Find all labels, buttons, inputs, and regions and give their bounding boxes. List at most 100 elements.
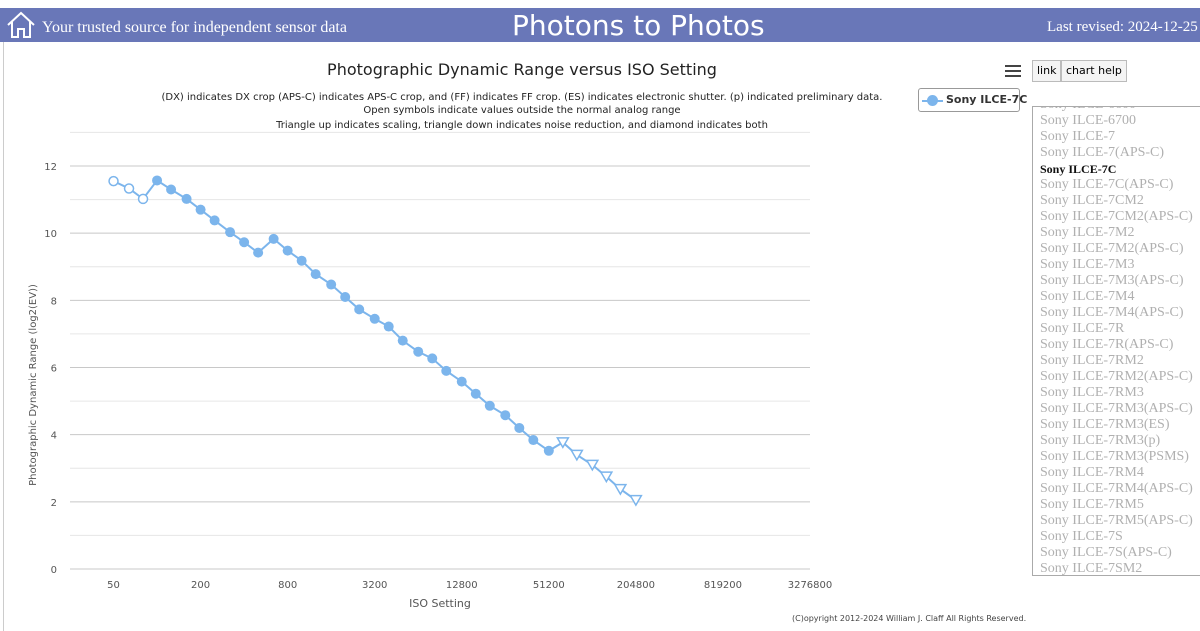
data-point [484,400,495,411]
y-tick-label: 2 [51,498,57,509]
camera-option[interactable]: Sony ILCE-7RM5 [1040,497,1144,512]
site-tagline: Your trusted source for independent sens… [42,19,347,36]
legend-item[interactable]: Sony ILCE-7C [918,88,1027,112]
camera-option[interactable]: Sony ILCE-7RM3(p) [1040,433,1161,448]
frame-border [3,42,4,631]
y-tick-label: 4 [51,431,57,442]
data-point-open [108,175,119,187]
camera-option[interactable]: Sony ILCE-6600 [1040,107,1193,113]
camera-option[interactable]: Sony ILCE-7RM3(ES) [1040,417,1170,432]
data-point [543,445,554,456]
data-point [310,269,321,280]
camera-option[interactable]: Sony ILCE-7M2(APS-C) [1040,241,1184,256]
x-tick-label: 204800 [617,580,655,591]
chart-title: Photographic Dynamic Range versus ISO Se… [327,60,717,79]
camera-option[interactable]: Sony ILCE-7M3(APS-C) [1040,273,1184,288]
chart-menu-icon[interactable] [1005,65,1021,77]
series-line [113,179,637,501]
data-point [152,175,163,186]
data-point [166,184,177,195]
x-axis: 50 200 800 3200 12800 51200 204800 819200 327680… [107,580,832,591]
camera-option[interactable]: Sony ILCE-7S [1040,529,1123,544]
data-point-triangle-down [570,449,584,462]
data-point-triangle-down [599,471,614,484]
copyright: (C)opyright 2012-2024 William J. Claff A… [792,614,1027,623]
data-point [528,435,539,446]
data-point-triangle-down [556,437,570,449]
camera-option[interactable]: Sony ILCE-7(APS-C) [1040,145,1165,160]
camera-option[interactable]: Sony ILCE-7RM5(APS-C) [1040,513,1193,528]
chart-subtitle-line-2: Open symbols indicate values outside the… [363,105,680,116]
data-point [456,376,467,387]
data-point [397,335,408,346]
home-icon[interactable] [5,10,37,40]
camera-option[interactable]: Sony ILCE-7R(APS-C) [1040,337,1174,352]
site-title[interactable]: Photons to Photos [512,9,765,42]
camera-option[interactable]: Sony ILCE-7M3 [1040,257,1135,272]
data-point [470,388,481,399]
data-point [514,422,525,433]
x-axis-label: ISO Setting [409,597,471,610]
camera-option[interactable]: Sony ILCE-7C [1040,162,1117,176]
y-tick-label: 12 [44,162,57,173]
camera-option[interactable]: Sony ILCE-7SM2 [1040,561,1143,576]
x-tick-label: 819200 [704,580,742,591]
data-point-triangle-down [613,483,628,496]
camera-option[interactable]: Sony ILCE-7RM3(PSMS) [1040,449,1189,464]
camera-option[interactable]: Sony ILCE-7RM3(APS-C) [1040,401,1193,416]
link-button[interactable]: link [1032,60,1062,82]
data-point [239,237,250,248]
camera-option[interactable]: Sony ILCE-7M4 [1040,289,1135,304]
data-point [209,215,220,226]
y-tick-label: 0 [51,565,57,576]
data-point-open [123,183,135,194]
series-sony-ilce-7c[interactable] [108,175,643,507]
x-tick-label: 3276800 [788,580,833,591]
camera-option[interactable]: Sony ILCE-7S(APS-C) [1040,545,1172,560]
data-point [340,291,351,302]
camera-option[interactable]: Sony ILCE-7RM3 [1040,385,1144,400]
camera-option[interactable]: Sony ILCE-7CM2(APS-C) [1040,209,1193,224]
data-point-open [137,193,149,205]
data-point [181,193,192,204]
data-point [441,365,452,376]
chart-subtitle-line-1: (DX) indicates DX crop (APS-C) indicates… [161,92,882,103]
camera-option[interactable]: Sony ILCE-7RM2 [1040,353,1144,368]
camera-option[interactable]: Sony ILCE-6700 [1040,113,1137,128]
y-tick-label: 10 [44,229,57,240]
x-tick-label: 800 [278,580,297,591]
camera-option[interactable]: Sony ILCE-7 [1040,129,1116,144]
data-point [296,255,307,266]
data-point [413,346,424,357]
camera-option[interactable]: Sony ILCE-7M2 [1040,225,1135,240]
data-point [326,279,337,290]
chart-help-button[interactable]: chart help [1061,60,1127,82]
data-point [225,227,236,238]
chart-subtitle-line-3: Triangle up indicates scaling, triangle … [275,120,768,131]
x-tick-label: 3200 [362,580,387,591]
x-tick-label: 51200 [533,580,565,591]
data-point [383,321,394,332]
x-tick-label: 12800 [446,580,478,591]
camera-option[interactable]: Sony ILCE-7RM2(APS-C) [1040,369,1193,384]
data-point-triangle-down [585,459,600,472]
data-point [427,353,438,364]
camera-option[interactable]: Sony ILCE-7CM2 [1040,193,1144,208]
camera-option[interactable]: Sony ILCE-7RM4 [1040,465,1144,480]
data-point [268,233,279,244]
legend-label: Sony ILCE-7C [946,93,1028,106]
camera-option[interactable]: Sony ILCE-7RM4(APS-C) [1040,481,1193,496]
camera-option[interactable]: Sony ILCE-7C(APS-C) [1040,177,1174,192]
data-point [500,410,511,421]
dynamic-range-chart: Photographic Dynamic Range versus ISO Se… [28,60,883,610]
camera-option[interactable]: Sony ILCE-7M4(APS-C) [1040,305,1184,320]
data-point [195,204,206,215]
data-point [369,313,380,324]
y-axis: 0 2 4 6 8 10 12 [44,162,57,576]
camera-option[interactable]: Sony ILCE-7R [1040,321,1125,336]
data-point [354,304,365,315]
data-point [253,247,264,258]
data-point-triangle-down [629,494,643,507]
